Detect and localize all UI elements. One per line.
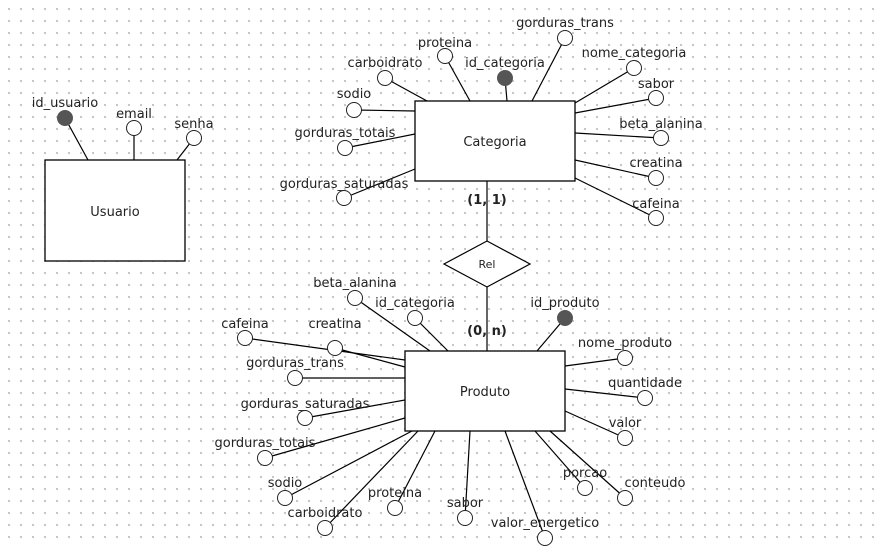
attribute-categoria-gorduras-saturadas[interactable]	[337, 191, 352, 206]
attribute-produto-cafeina[interactable]	[238, 331, 253, 346]
key-attribute-usuario-id-usuario[interactable]	[58, 111, 73, 126]
attribute-produto-beta-alanina[interactable]	[348, 291, 363, 306]
attribute-categoria-nome-categoria[interactable]	[627, 61, 642, 76]
attribute-label-produto-valor: valor	[609, 416, 642, 431]
attribute-label-produto-quantidade: quantidade	[608, 376, 682, 391]
attribute-produto-porcao[interactable]	[578, 481, 593, 496]
attribute-categoria-carboidrato[interactable]	[378, 71, 393, 86]
entity-usuario-label: Usuario	[90, 205, 139, 220]
attribute-produto-gorduras-trans[interactable]	[288, 371, 303, 386]
attribute-categoria-gorduras-totais[interactable]	[338, 141, 353, 156]
attribute-label-categoria-carboidrato: carboidrato	[348, 56, 423, 71]
attribute-produto-carboidrato[interactable]	[318, 521, 333, 536]
attribute-label-produto-proteina: proteina	[368, 486, 422, 501]
connector-produto-creatina	[335, 348, 405, 367]
attribute-label-categoria-beta-alanina: beta_alanina	[619, 117, 702, 132]
attribute-label-produto-cafeina: cafeina	[221, 317, 269, 332]
attribute-label-produto-porcao: porcao	[563, 466, 607, 481]
entity-categoria-label: Categoria	[463, 135, 526, 150]
attribute-produto-sabor[interactable]	[458, 511, 473, 526]
attribute-produto-id-categoria[interactable]	[408, 311, 423, 326]
attribute-label-produto-conteudo: conteudo	[625, 476, 686, 491]
attribute-label-produto-id-produto: id_produto	[530, 296, 599, 311]
attribute-produto-proteina[interactable]	[388, 501, 403, 516]
attribute-label-categoria-gorduras-trans: gorduras_trans	[516, 16, 614, 31]
cardinality-produto: (0, n)	[467, 324, 507, 339]
attribute-usuario-senha[interactable]	[187, 131, 202, 146]
cardinality-categoria: (1, 1)	[467, 193, 506, 208]
attribute-produto-nome-produto[interactable]	[618, 351, 633, 366]
shapes: Usuario Categoria Produto Rel (1, 1) (0,…	[45, 101, 575, 431]
attribute-label-categoria-nome-categoria: nome_categoria	[582, 46, 687, 61]
attribute-label-produto-nome-produto: nome_produto	[578, 336, 672, 351]
attribute-label-categoria-proteina: proteina	[418, 36, 472, 51]
attribute-label-produto-gorduras-saturadas: gorduras_saturadas	[241, 397, 370, 412]
attribute-label-produto-gorduras-trans: gorduras_trans	[246, 356, 344, 371]
connector-produto-nome-produto	[565, 358, 625, 366]
attribute-label-categoria-gorduras-saturadas: gorduras_saturadas	[280, 177, 409, 192]
attribute-produto-quantidade[interactable]	[638, 391, 653, 406]
attribute-label-produto-beta-alanina: beta_alanina	[313, 276, 396, 291]
attribute-produto-conteudo[interactable]	[618, 491, 633, 506]
connector-categoria-sabor	[575, 98, 656, 113]
attribute-label-categoria-sodio: sodio	[337, 87, 372, 102]
attribute-label-usuario-senha: senha	[174, 117, 213, 132]
attribute-produto-valor-energetico[interactable]	[538, 531, 553, 546]
key-attribute-produto-id-produto[interactable]	[558, 311, 573, 326]
attribute-label-produto-carboidrato: carboidrato	[288, 506, 363, 521]
attribute-produto-valor[interactable]	[618, 431, 633, 446]
attribute-label-categoria-id-categoria: id_categoria	[465, 56, 545, 71]
entity-produto-label: Produto	[460, 385, 510, 400]
attribute-label-usuario-email: email	[116, 107, 152, 122]
attribute-categoria-sabor[interactable]	[649, 91, 664, 106]
attribute-label-produto-creatina: creatina	[308, 317, 361, 332]
attribute-label-produto-id-categoria: id_categoria	[375, 296, 455, 311]
attribute-label-categoria-sabor: sabor	[638, 77, 675, 92]
attribute-produto-creatina[interactable]	[328, 341, 343, 356]
attribute-label-produto-gorduras-totais: gorduras_totais	[215, 436, 316, 451]
attribute-label-categoria-creatina: creatina	[629, 156, 682, 171]
connector-categoria-nome-categoria	[575, 68, 634, 103]
attributes: id_usuarioemailsenhagorduras_transprotei…	[32, 16, 703, 546]
attribute-usuario-email[interactable]	[127, 121, 142, 136]
attribute-produto-gorduras-totais[interactable]	[258, 451, 273, 466]
connector-categoria-sodio	[354, 110, 415, 111]
attribute-label-produto-sodio: sodio	[268, 476, 303, 491]
attribute-label-categoria-cafeina: cafeina	[632, 197, 680, 212]
attribute-label-produto-sabor: sabor	[447, 496, 484, 511]
attribute-categoria-cafeina[interactable]	[649, 211, 664, 226]
attribute-label-usuario-id-usuario: id_usuario	[32, 96, 99, 111]
attribute-produto-sodio[interactable]	[278, 491, 293, 506]
key-attribute-categoria-id-categoria[interactable]	[498, 71, 513, 86]
relationship-label: Rel	[479, 258, 496, 271]
connector-categoria-beta-alanina	[575, 133, 661, 138]
attribute-categoria-beta-alanina[interactable]	[654, 131, 669, 146]
attribute-produto-gorduras-saturadas[interactable]	[298, 411, 313, 426]
attribute-categoria-creatina[interactable]	[649, 171, 664, 186]
attribute-label-produto-valor-energetico: valor_energetico	[491, 516, 600, 531]
attribute-categoria-sodio[interactable]	[347, 103, 362, 118]
attribute-categoria-gorduras-trans[interactable]	[558, 31, 573, 46]
attribute-label-categoria-gorduras-totais: gorduras_totais	[295, 126, 396, 141]
